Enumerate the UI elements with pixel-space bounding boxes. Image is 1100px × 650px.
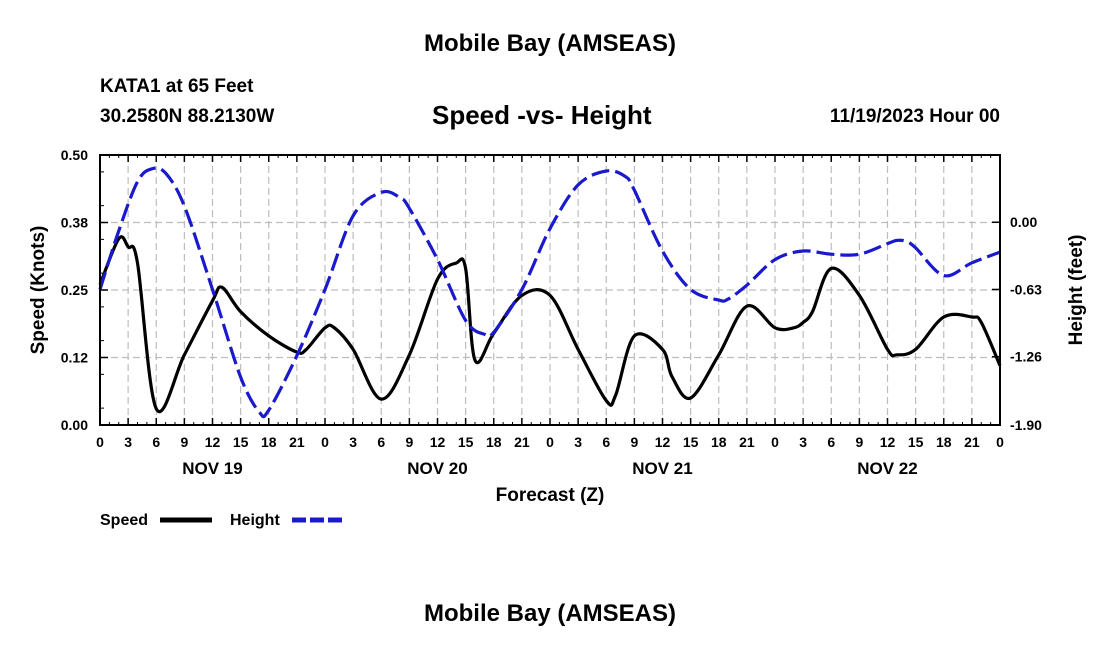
legend: Speed Height	[100, 512, 342, 529]
y-tick-label: 0.25	[61, 282, 88, 298]
x-tick-label: 12	[880, 434, 896, 450]
x-tick-label: 3	[124, 434, 132, 450]
x-day-label: NOV 22	[857, 459, 917, 478]
x-tick-label: 6	[152, 434, 160, 450]
x-day-label: NOV 21	[632, 459, 692, 478]
y2-tick-label: -1.90	[1010, 417, 1042, 433]
x-tick-label: 15	[908, 434, 924, 450]
x-tick-label: 15	[683, 434, 699, 450]
x-tick-label: 12	[430, 434, 446, 450]
x-tick-label: 21	[514, 434, 530, 450]
x-tick-label: 18	[486, 434, 502, 450]
speed-height-chart: 0 3 6 9 12 15 18 21 0 3 6 9 12 15 18 21 0 3 6 9 12 15 18 21 0 3 6 9…	[28, 147, 1087, 529]
x-tick-label: 21	[739, 434, 755, 450]
x-tick-label: 15	[458, 434, 474, 450]
x-tick-label: 12	[205, 434, 221, 450]
x-tick-label: 3	[349, 434, 357, 450]
x-tick-label: 21	[289, 434, 305, 450]
x-tick-label: 0	[771, 434, 779, 450]
chart-main-title: Mobile Bay (AMSEAS)	[423, 30, 677, 57]
x-day-label: NOV 19	[182, 459, 242, 478]
y2-axis-title: Height (feet)	[1066, 235, 1087, 346]
y-tick-label: 0.00	[61, 417, 88, 433]
series-lines	[98, 166, 1002, 419]
x-tick-label: 0	[996, 434, 1004, 450]
chart-subtitle: Speed -vs- Height	[432, 100, 652, 130]
x-tick-label: 15	[233, 434, 249, 450]
y-axis-title: Speed (Knots)	[28, 226, 49, 355]
bottom-chart-title: Mobile Bay (AMSEAS)	[423, 600, 677, 627]
x-tick-label: 18	[711, 434, 727, 450]
station-coordinates: 30.2580N 88.2130W	[100, 106, 275, 127]
x-tick-label: 9	[180, 434, 188, 450]
x-tick-label: 3	[574, 434, 582, 450]
plot-frame	[99, 154, 1001, 426]
x-day-label: NOV 20	[407, 459, 467, 478]
x-tick-label: 6	[827, 434, 835, 450]
station-name: KATA1 at 65 Feet	[100, 76, 254, 97]
axis-labels: 0 3 6 9 12 15 18 21 0 3 6 9 12 15 18 21 0 3 6 9 12 15 18 21 0 3 6 9…	[61, 147, 1042, 478]
x-tick-label: 0	[96, 434, 104, 450]
legend-label-height: Height	[230, 512, 280, 529]
y-tick-label: 0.50	[61, 147, 88, 163]
x-axis-title: Forecast (Z)	[496, 485, 605, 506]
y2-tick-label: 0.00	[1010, 214, 1037, 230]
x-tick-label: 12	[655, 434, 671, 450]
y2-tick-label: -1.26	[1010, 349, 1042, 365]
x-tick-label: 9	[630, 434, 638, 450]
x-tick-label: 0	[546, 434, 554, 450]
x-tick-label: 9	[855, 434, 863, 450]
x-tick-label: 0	[321, 434, 329, 450]
y2-tick-label: -0.63	[1010, 281, 1042, 297]
x-tick-label: 18	[936, 434, 952, 450]
series-line-height	[98, 166, 1001, 419]
x-tick-label: 9	[405, 434, 413, 450]
y-tick-label: 0.12	[61, 350, 88, 366]
legend-label-speed: Speed	[100, 512, 148, 529]
x-tick-label: 6	[602, 434, 610, 450]
series-line-speed	[98, 235, 1002, 414]
x-tick-label: 3	[799, 434, 807, 450]
gridlines	[100, 155, 1000, 425]
x-tick-label: 18	[261, 434, 277, 450]
x-tick-label: 21	[964, 434, 980, 450]
forecast-run-datetime: 11/19/2023 Hour 00	[829, 106, 1000, 127]
x-tick-label: 6	[377, 434, 385, 450]
y-tick-label: 0.38	[61, 215, 88, 231]
